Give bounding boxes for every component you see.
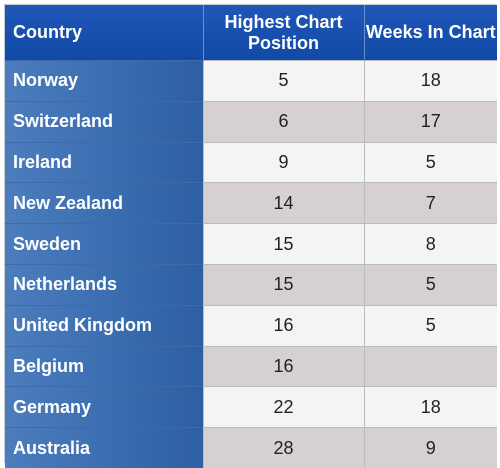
country-cell: Australia <box>5 427 203 468</box>
highest-position-cell: 9 <box>202 141 364 183</box>
table-row: New Zealand 14 7 <box>5 182 497 224</box>
weeks-in-chart-cell: 8 <box>363 223 497 265</box>
table-row: Netherlands 15 5 <box>5 263 497 306</box>
weeks-in-chart-cell: 17 <box>363 100 497 143</box>
table-row: Norway 5 18 <box>5 60 497 102</box>
chart-table-container: Country Highest Chart Position Weeks In … <box>4 4 497 468</box>
weeks-in-chart-cell: 18 <box>363 386 497 428</box>
country-cell: Belgium <box>5 345 203 387</box>
weeks-in-chart-cell: 5 <box>363 304 497 347</box>
weeks-in-chart-cell: 5 <box>363 141 497 183</box>
table-row: Germany 22 18 <box>5 386 497 428</box>
highest-position-cell: 28 <box>202 427 364 468</box>
highest-position-cell: 14 <box>202 182 364 224</box>
country-cell: Norway <box>5 60 203 102</box>
weeks-in-chart-cell <box>363 345 497 387</box>
table-body: Norway 5 18 Switzerland 6 17 Ireland 9 5 New Zeal… <box>5 60 497 468</box>
highest-position-cell: 16 <box>202 304 364 347</box>
country-cell: Switzerland <box>5 100 203 143</box>
table-row: Switzerland 6 17 <box>5 100 497 143</box>
weeks-in-chart-cell: 5 <box>363 263 497 306</box>
table-row: Sweden 15 8 <box>5 223 497 265</box>
highest-position-cell: 16 <box>202 345 364 387</box>
highest-position-cell: 15 <box>202 263 364 306</box>
table-row: Ireland 9 5 <box>5 141 497 183</box>
table-row: Belgium 16 <box>5 345 497 387</box>
weeks-in-chart-cell: 9 <box>363 427 497 468</box>
country-cell: Netherlands <box>5 263 203 306</box>
table-row: Australia 28 9 <box>5 427 497 468</box>
country-cell: Sweden <box>5 223 203 265</box>
header-weeks-in-chart: Weeks In Chart <box>364 5 497 61</box>
highest-position-cell: 5 <box>202 60 364 102</box>
header-highest-chart-position: Highest Chart Position <box>203 5 365 61</box>
header-country: Country <box>5 5 204 61</box>
chart-positions-table: Country Highest Chart Position Weeks In … <box>5 5 497 468</box>
highest-position-cell: 6 <box>202 100 364 143</box>
weeks-in-chart-cell: 7 <box>363 182 497 224</box>
weeks-in-chart-cell: 18 <box>363 60 497 102</box>
table-header-row: Country Highest Chart Position Weeks In … <box>5 5 497 61</box>
country-cell: New Zealand <box>5 182 203 224</box>
highest-position-cell: 15 <box>202 223 364 265</box>
table-row: United Kingdom 16 5 <box>5 304 497 347</box>
country-cell: United Kingdom <box>5 304 203 347</box>
country-cell: Ireland <box>5 141 203 183</box>
highest-position-cell: 22 <box>202 386 364 428</box>
country-cell: Germany <box>5 386 203 428</box>
